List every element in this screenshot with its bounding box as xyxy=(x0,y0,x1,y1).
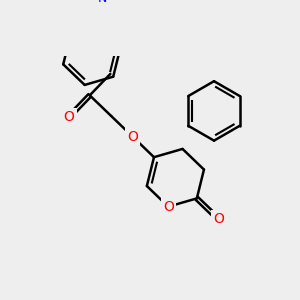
Text: O: O xyxy=(127,130,138,144)
Text: O: O xyxy=(64,110,75,124)
Text: N⁺: N⁺ xyxy=(98,0,114,5)
Text: O: O xyxy=(163,200,174,214)
Text: O: O xyxy=(213,212,224,226)
